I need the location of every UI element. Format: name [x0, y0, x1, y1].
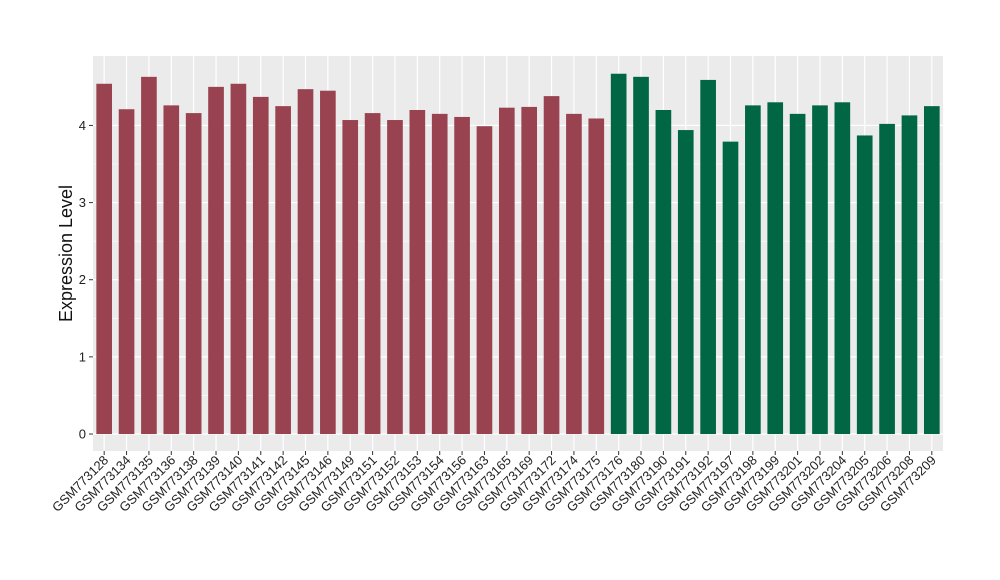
bar-GSM773174	[566, 113, 582, 435]
bar-GSM773190	[655, 110, 672, 435]
bar-GSM773209	[923, 106, 940, 435]
x-axis: GSM773128GSM773134GSM773135GSM773136GSM7…	[49, 451, 939, 515]
y-tick-label: 3	[79, 195, 86, 210]
y-tick-label: 4	[79, 118, 86, 133]
bars	[96, 73, 940, 435]
bar-GSM773145	[297, 89, 314, 435]
bar-GSM773176	[610, 73, 627, 435]
bar-GSM773208	[901, 115, 918, 435]
bar-GSM773135	[141, 76, 157, 435]
bar-GSM773165	[498, 107, 515, 435]
y-tick-label: 0	[79, 427, 86, 442]
bar-GSM773202	[812, 105, 828, 435]
bar-GSM773134	[118, 109, 135, 435]
bar-GSM773140	[230, 83, 247, 435]
bar-GSM773154	[431, 113, 448, 435]
bar-GSM773163	[476, 126, 493, 435]
bar-GSM773192	[700, 79, 716, 435]
bar-GSM773139	[208, 86, 224, 435]
bar-GSM773204	[834, 102, 851, 435]
bar-GSM773136	[163, 105, 180, 435]
bar-GSM773201	[789, 113, 806, 435]
bar-GSM773180	[633, 76, 649, 435]
bar-GSM773142	[275, 106, 291, 435]
bar-GSM773169	[521, 106, 538, 435]
bar-GSM773153	[409, 110, 426, 435]
bar-GSM773175	[588, 118, 605, 435]
bar-GSM773205	[856, 135, 873, 435]
bar-GSM773141	[252, 96, 269, 435]
bar-GSM773206	[879, 123, 895, 435]
bar-GSM773172	[543, 96, 560, 435]
bar-GSM773151	[364, 113, 381, 435]
bar-GSM773199	[767, 102, 784, 435]
bar-GSM773128	[96, 83, 113, 435]
bar-GSM773152	[387, 120, 403, 435]
bar-GSM773138	[185, 113, 202, 435]
bar-GSM773146	[320, 90, 336, 435]
y-axis-title: Expression Level	[56, 185, 76, 322]
bar-GSM773198	[745, 105, 761, 435]
bar-GSM773191	[677, 130, 694, 435]
y-tick-label: 1	[79, 349, 86, 364]
y-axis: 0 1 2 3 4	[79, 118, 93, 442]
bar-GSM773197	[722, 141, 739, 435]
bar-GSM773149	[342, 120, 359, 435]
bar-GSM773156	[454, 116, 470, 435]
y-tick-label: 2	[79, 272, 86, 287]
